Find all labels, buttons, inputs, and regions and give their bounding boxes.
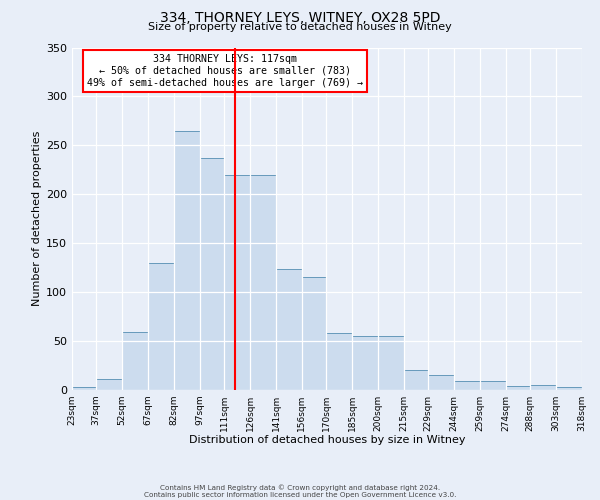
Text: 334 THORNEY LEYS: 117sqm
← 50% of detached houses are smaller (783)
49% of semi-: 334 THORNEY LEYS: 117sqm ← 50% of detach… [87,54,363,88]
Bar [302,278,326,390]
Bar [72,387,96,390]
Bar [200,158,224,390]
Bar [530,385,556,390]
Bar [378,336,404,390]
Bar [428,376,454,390]
Bar [556,387,582,390]
X-axis label: Distribution of detached houses by size in Witney: Distribution of detached houses by size … [189,436,465,446]
Bar [148,263,174,390]
Text: Size of property relative to detached houses in Witney: Size of property relative to detached ho… [148,22,452,32]
Bar [224,174,250,390]
Bar [96,379,122,390]
Bar [506,386,530,390]
Y-axis label: Number of detached properties: Number of detached properties [32,131,42,306]
Bar [122,332,148,390]
Text: Contains public sector information licensed under the Open Government Licence v3: Contains public sector information licen… [144,492,456,498]
Bar [174,130,200,390]
Bar [352,336,378,390]
Bar [326,333,352,390]
Bar [250,174,276,390]
Bar [480,381,506,390]
Bar [276,268,302,390]
Bar [404,370,428,390]
Bar [454,381,480,390]
Text: Contains HM Land Registry data © Crown copyright and database right 2024.: Contains HM Land Registry data © Crown c… [160,484,440,491]
Text: 334, THORNEY LEYS, WITNEY, OX28 5PD: 334, THORNEY LEYS, WITNEY, OX28 5PD [160,11,440,25]
Bar [582,387,600,390]
